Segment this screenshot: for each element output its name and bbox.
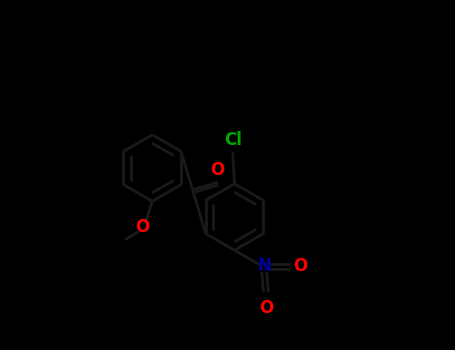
- Text: Cl: Cl: [224, 131, 242, 149]
- Text: O: O: [210, 161, 225, 178]
- Text: O: O: [259, 299, 273, 317]
- Text: N: N: [258, 257, 271, 275]
- Text: O: O: [293, 257, 308, 275]
- Text: O: O: [135, 218, 150, 237]
